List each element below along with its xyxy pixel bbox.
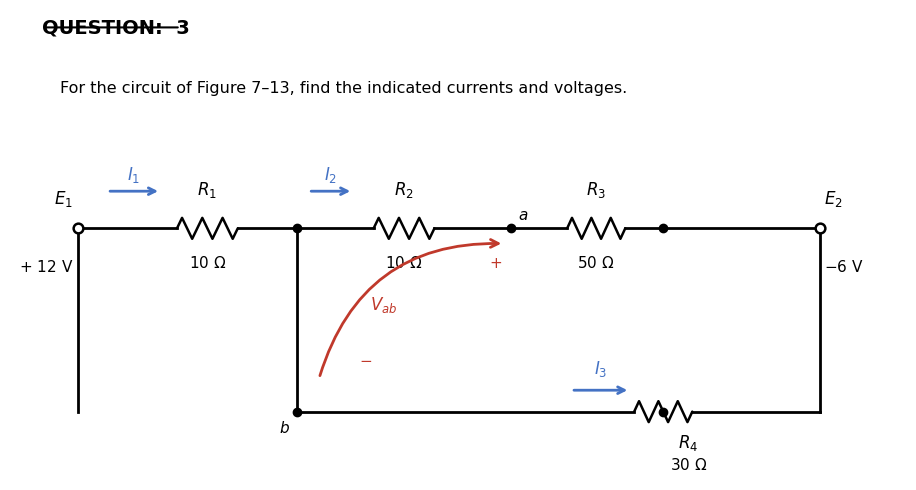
Text: $+\ 12\ \mathrm{V}$: $+\ 12\ \mathrm{V}$ (19, 259, 73, 275)
Text: $R_4$: $R_4$ (678, 433, 698, 453)
Text: $E_1$: $E_1$ (54, 189, 73, 209)
Text: For the circuit of Figure 7–13, find the indicated currents and voltages.: For the circuit of Figure 7–13, find the… (60, 81, 627, 96)
FancyArrowPatch shape (320, 240, 498, 376)
Text: $I_1$: $I_1$ (127, 165, 141, 185)
Text: $+$: $+$ (488, 256, 502, 271)
Text: $-6\ \mathrm{V}$: $-6\ \mathrm{V}$ (824, 259, 864, 275)
Text: $b$: $b$ (278, 420, 289, 436)
Text: $E_2$: $E_2$ (824, 189, 843, 209)
Text: $R_2$: $R_2$ (394, 180, 414, 200)
Text: $R_1$: $R_1$ (198, 180, 217, 200)
Text: $10\ \Omega$: $10\ \Omega$ (386, 254, 423, 270)
Text: $a$: $a$ (518, 208, 529, 222)
Text: $30\ \Omega$: $30\ \Omega$ (670, 457, 707, 473)
Text: $I_3$: $I_3$ (594, 359, 607, 379)
Text: $50\ \Omega$: $50\ \Omega$ (577, 254, 615, 270)
Text: $-$: $-$ (359, 352, 372, 367)
Text: $V_{ab}$: $V_{ab}$ (370, 294, 398, 315)
Text: $10\ \Omega$: $10\ \Omega$ (189, 254, 226, 270)
Text: $I_2$: $I_2$ (324, 165, 337, 185)
Text: QUESTION:  3: QUESTION: 3 (42, 19, 190, 38)
Text: $R_3$: $R_3$ (586, 180, 606, 200)
